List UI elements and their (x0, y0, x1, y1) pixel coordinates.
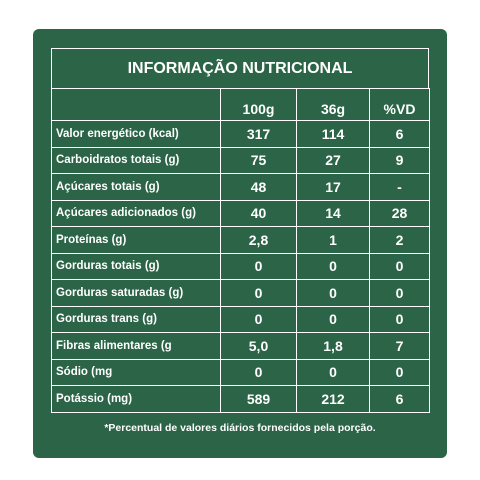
nutrient-label: Açúcares adicionados (g) (51, 199, 221, 227)
value-36g: 14 (296, 199, 370, 227)
value-36g: 1 (296, 226, 370, 254)
value-vd: 0 (369, 305, 430, 333)
header-36g: 36g (296, 88, 370, 121)
table-row: Gorduras totais (g) 0 0 0 (51, 252, 430, 280)
table-row: Sódio (mg 0 0 0 (51, 358, 430, 386)
value-36g: 0 (296, 279, 370, 307)
table-row: Valor energético (kcal) 317 114 6 (51, 120, 430, 148)
value-36g: 212 (296, 385, 370, 413)
value-36g: 114 (296, 120, 370, 148)
nutrient-label: Fibras alimentares (g (51, 332, 221, 360)
value-100g: 2,8 (220, 226, 297, 254)
value-100g: 0 (220, 358, 297, 386)
nutrient-label: Açúcares totais (g) (51, 173, 221, 201)
table-row: Potássio (mg) 589 212 6 (51, 385, 430, 413)
value-vd: 28 (369, 199, 430, 227)
value-vd: 6 (369, 120, 430, 148)
nutrient-label: Carboidratos totais (g) (51, 146, 221, 174)
value-vd: 2 (369, 226, 430, 254)
header-label-cell (51, 88, 221, 121)
value-100g: 5,0 (220, 332, 297, 360)
nutrient-label: Gorduras totais (g) (51, 252, 221, 280)
value-vd: - (369, 173, 430, 201)
value-vd: 9 (369, 146, 430, 174)
nutrient-label: Proteínas (g) (51, 226, 221, 254)
nutrient-label: Valor energético (kcal) (51, 120, 221, 148)
nutrition-table: 100g 36g %VD Valor energético (kcal) 317 1… (51, 88, 430, 413)
nutrition-title: INFORMAÇÃO NUTRICIONAL (51, 48, 429, 88)
value-100g: 40 (220, 199, 297, 227)
value-vd: 6 (369, 385, 430, 413)
value-36g: 0 (296, 252, 370, 280)
table-row: Gorduras trans (g) 0 0 0 (51, 305, 430, 333)
value-100g: 0 (220, 252, 297, 280)
value-100g: 75 (220, 146, 297, 174)
value-100g: 589 (220, 385, 297, 413)
footnote: *Percentual de valores diários fornecido… (104, 422, 376, 434)
nutrient-label: Gorduras saturadas (g) (51, 279, 221, 307)
value-100g: 48 (220, 173, 297, 201)
table-row: Açúcares adicionados (g) 40 14 28 (51, 199, 430, 227)
value-vd: 0 (369, 358, 430, 386)
table-row: Proteínas (g) 2,8 1 2 (51, 226, 430, 254)
header-row: 100g 36g %VD (51, 88, 430, 121)
value-36g: 1,8 (296, 332, 370, 360)
header-100g: 100g (220, 88, 297, 121)
value-vd: 7 (369, 332, 430, 360)
nutrient-label: Sódio (mg (51, 358, 221, 386)
value-36g: 0 (296, 305, 370, 333)
table-row: Gorduras saturadas (g) 0 0 0 (51, 279, 430, 307)
table-row: Carboidratos totais (g) 75 27 9 (51, 146, 430, 174)
value-36g: 17 (296, 173, 370, 201)
table-row: Fibras alimentares (g 5,0 1,8 7 (51, 332, 430, 360)
value-vd: 0 (369, 252, 430, 280)
nutrient-label: Gorduras trans (g) (51, 305, 221, 333)
value-100g: 0 (220, 305, 297, 333)
value-100g: 317 (220, 120, 297, 148)
value-36g: 0 (296, 358, 370, 386)
value-100g: 0 (220, 279, 297, 307)
table-row: Açúcares totais (g) 48 17- (51, 173, 430, 201)
nutrient-label: Potássio (mg) (51, 385, 221, 413)
header-vd: %VD (369, 88, 430, 121)
value-vd: 0 (369, 279, 430, 307)
value-36g: 27 (296, 146, 370, 174)
